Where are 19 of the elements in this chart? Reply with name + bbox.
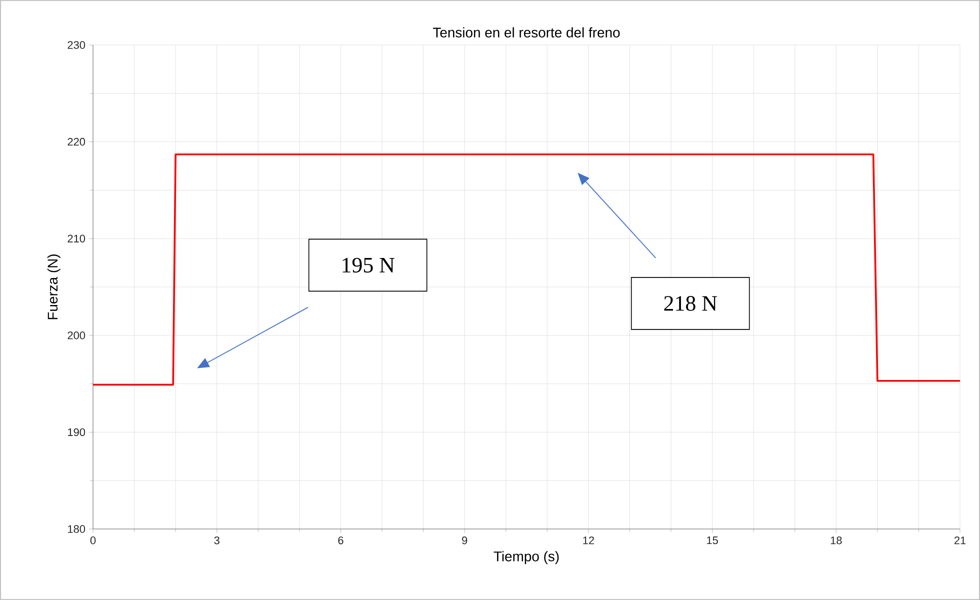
y-tick-label: 190 bbox=[68, 428, 86, 436]
annotation: 218 N bbox=[664, 296, 717, 311]
chart-title: Tension en el resorte del freno bbox=[433, 27, 620, 38]
y-axis-title: Fuerza (N) bbox=[47, 254, 60, 320]
x-tick-label: 3 bbox=[214, 536, 220, 544]
x-tick-label: 9 bbox=[462, 536, 468, 544]
x-tick-label: 6 bbox=[338, 536, 344, 544]
y-tick-label: 180 bbox=[68, 525, 86, 533]
x-axis-title: Tiempo (s) bbox=[494, 551, 559, 564]
x-tick-label: 21 bbox=[954, 536, 966, 544]
y-tick-label: 220 bbox=[68, 138, 86, 146]
x-tick-label: 15 bbox=[707, 536, 718, 544]
y-tick-label: 210 bbox=[68, 234, 86, 242]
x-tick-label: 12 bbox=[583, 536, 594, 544]
y-tick-label: 200 bbox=[68, 332, 86, 340]
x-tick-label: 0 bbox=[90, 536, 96, 544]
x-tick-label: 18 bbox=[830, 536, 842, 544]
y-tick-label: 230 bbox=[68, 41, 86, 49]
annotation: 195 N bbox=[342, 258, 394, 273]
